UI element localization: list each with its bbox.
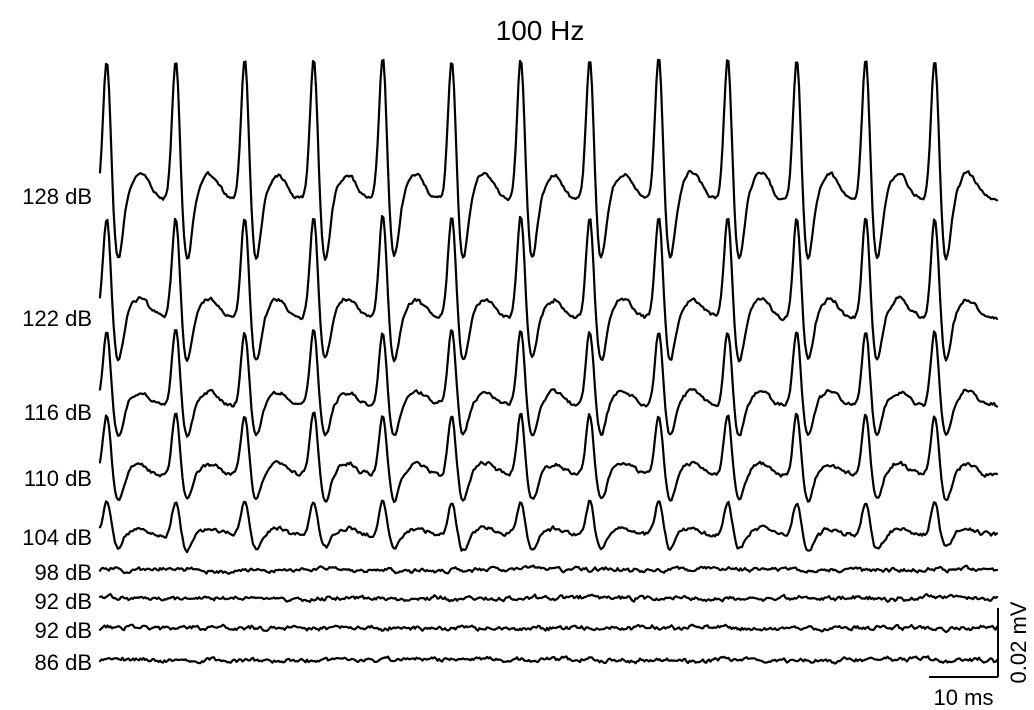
trace-110-db-3 xyxy=(98,411,999,504)
trace-label: 122 dB xyxy=(22,306,92,331)
trace-128-db-0 xyxy=(98,58,999,261)
trace-116-db-2 xyxy=(98,329,999,438)
traces-group xyxy=(98,58,999,665)
trace-86-db-8 xyxy=(98,655,999,665)
voltage-scale-label: 0.02 mV xyxy=(1006,601,1031,683)
trace-98-db-5 xyxy=(98,564,999,575)
trace-122-db-1 xyxy=(98,215,999,363)
trace-labels-group: 128 dB 122 dB 116 dB 110 dB 104 dB 98 dB 92 dB… xyxy=(22,184,92,675)
trace-label: 92 dB xyxy=(35,618,93,643)
trace-92-db-7 xyxy=(98,623,999,634)
trace-label: 86 dB xyxy=(35,650,93,675)
trace-label: 116 dB xyxy=(24,400,92,425)
trace-label: 110 dB xyxy=(24,466,92,491)
time-scale-label: 10 ms xyxy=(934,685,994,710)
trace-104-db-4 xyxy=(98,499,999,554)
trace-92-db-6 xyxy=(98,592,999,604)
trace-label: 104 dB xyxy=(22,525,92,550)
trace-label: 92 dB xyxy=(35,589,93,614)
chart-title: 100 Hz xyxy=(496,15,585,46)
trace-label: 128 dB xyxy=(22,184,92,209)
trace-label: 98 dB xyxy=(35,560,93,585)
